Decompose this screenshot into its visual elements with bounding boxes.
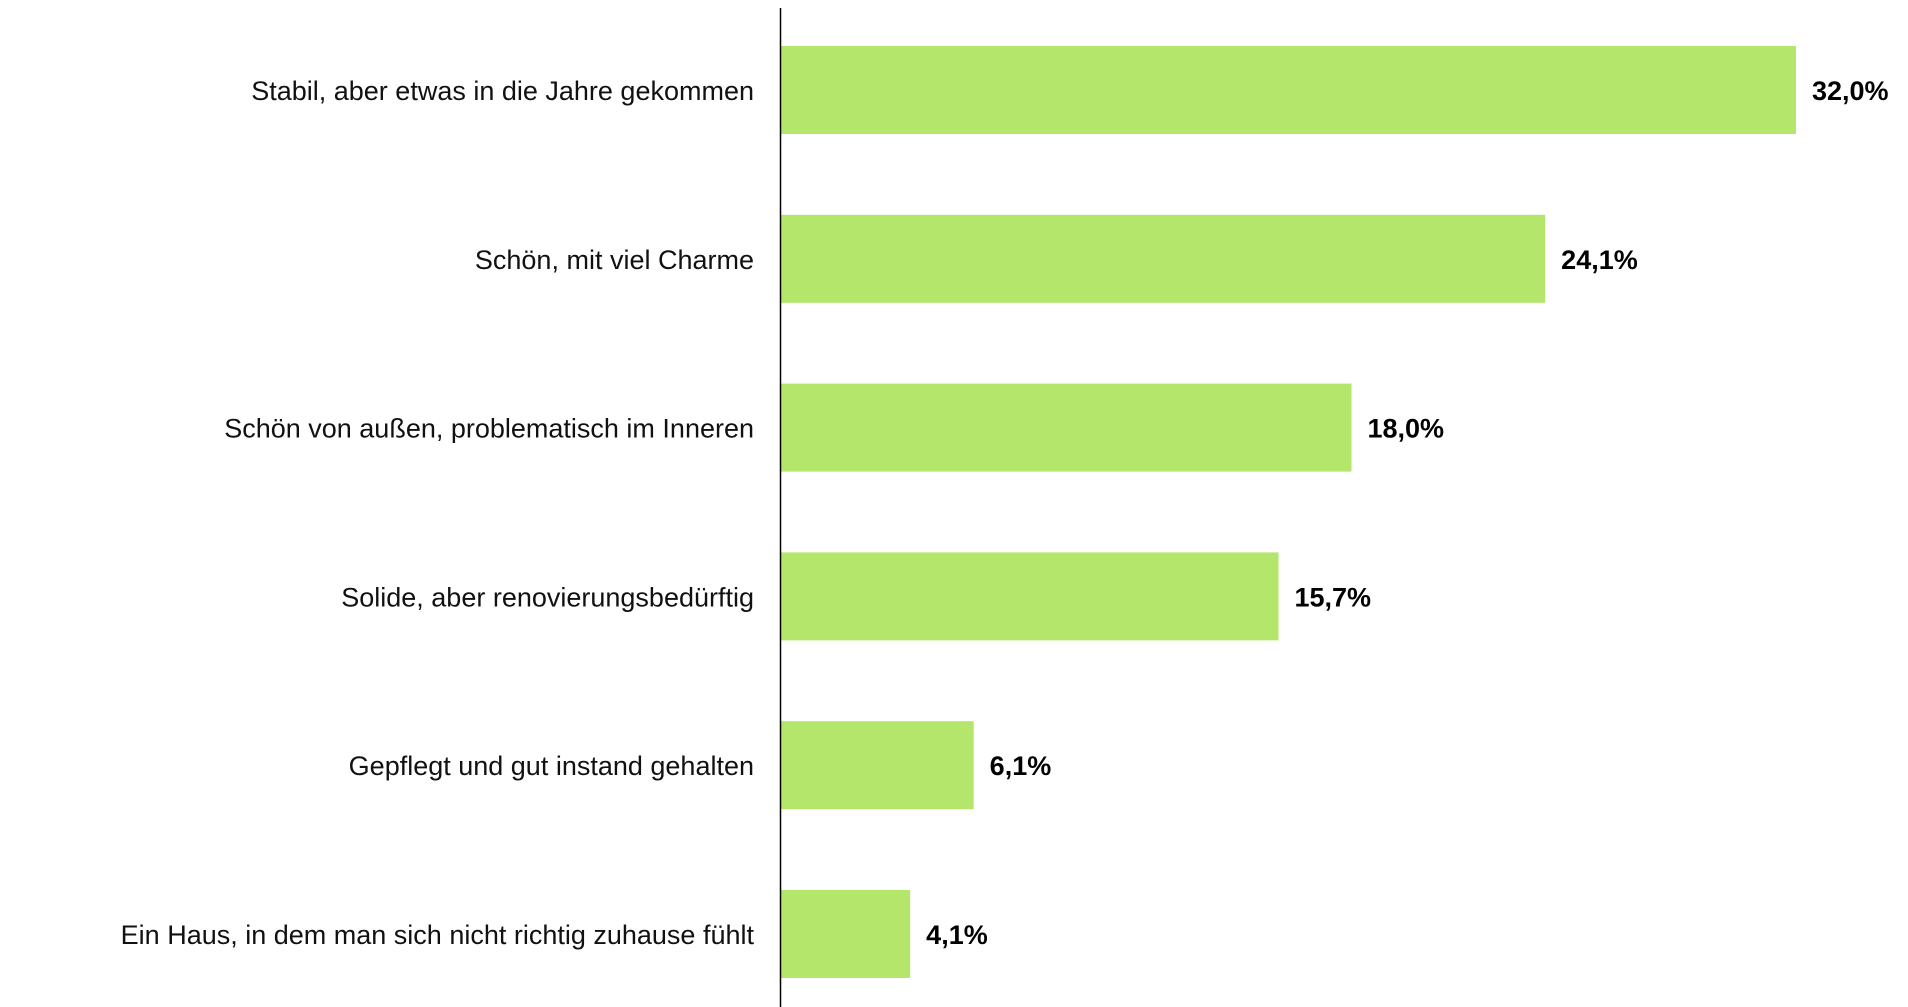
category-label-2: Schön, mit viel Charme — [475, 245, 754, 275]
value-labels-layer: 32,0% 24,1% 18,0% 15,7% 6,1% 4,1% — [926, 76, 1888, 950]
category-label-3: Schön von außen, problematisch im Innere… — [224, 414, 754, 444]
bar-6 — [780, 890, 911, 978]
value-label-6: 4,1% — [926, 920, 988, 950]
category-label-4: Solide, aber renovierungsbedürftig — [341, 582, 754, 612]
bar-2 — [780, 214, 1546, 303]
category-labels-layer: Stabil, aber etwas in die Jahre gekommen… — [121, 76, 755, 950]
value-label-1: 32,0% — [1812, 76, 1889, 106]
bars-layer — [780, 46, 1796, 978]
bar-3 — [780, 383, 1352, 472]
value-label-4: 15,7% — [1294, 582, 1371, 612]
value-label-2: 24,1% — [1561, 245, 1638, 275]
bar-5 — [780, 721, 974, 810]
value-label-5: 6,1% — [990, 751, 1052, 781]
category-label-1: Stabil, aber etwas in die Jahre gekommen — [251, 76, 754, 106]
bar-1 — [780, 46, 1796, 134]
category-label-6: Ein Haus, in dem man sich nicht richtig … — [121, 920, 755, 950]
category-label-5: Gepflegt und gut instand gehalten — [349, 751, 754, 781]
bar-4 — [780, 552, 1279, 641]
value-label-3: 18,0% — [1368, 414, 1445, 444]
